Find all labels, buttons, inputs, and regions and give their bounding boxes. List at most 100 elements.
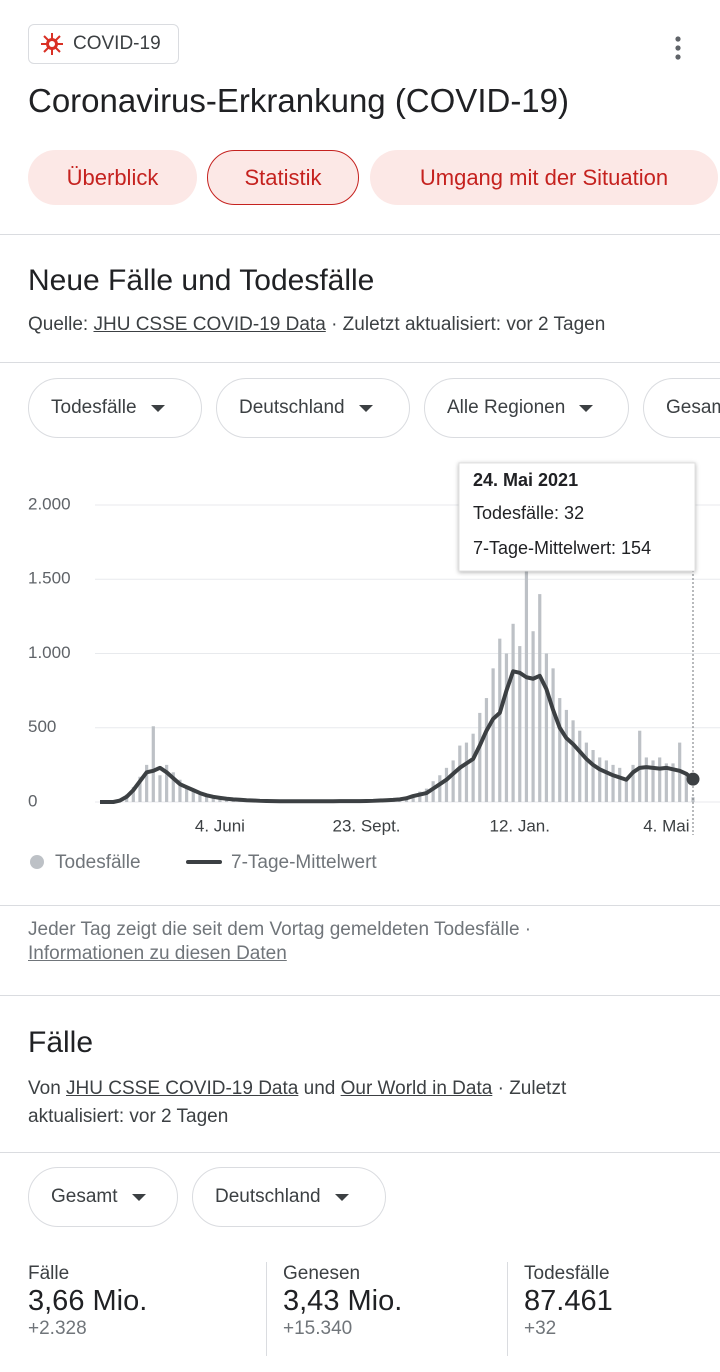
filter-label: Gesamt — [51, 1186, 118, 1207]
bar — [424, 788, 429, 802]
bar — [158, 775, 162, 802]
bar — [471, 733, 475, 802]
tooltip-box — [458, 462, 696, 572]
filter-chip[interactable]: Alle Regionen — [424, 378, 629, 438]
bar — [524, 564, 529, 802]
stat-label: Genesen — [283, 1263, 361, 1284]
stat-delta: +15.340 — [283, 1318, 353, 1339]
source-link[interactable]: Our World in Data — [340, 1078, 493, 1099]
divider — [0, 362, 720, 363]
tooltip-line: 7-Tage-Mittelwert: 154 — [473, 538, 651, 558]
y-tick-label: 0 — [28, 791, 37, 810]
bar — [498, 638, 502, 802]
section-title: Neue Fälle und Todesfälle — [28, 264, 375, 297]
bar — [618, 767, 622, 802]
y-tick-label: 1.500 — [28, 569, 71, 588]
bar — [631, 764, 635, 802]
bar — [451, 760, 455, 802]
bar — [598, 757, 602, 802]
bar — [551, 668, 555, 802]
bar — [564, 709, 569, 802]
chart-note: Jeder Tag zeigt die seit dem Vortag geme… — [28, 919, 532, 940]
stat-value: 3,43 Mio. — [283, 1285, 403, 1317]
bar — [411, 796, 415, 802]
x-tick-label: 4. Juni — [195, 816, 245, 835]
chart: 0 500 1.000 1.500 2.000 4. Juni 23. Sept. 12. J… — [28, 462, 720, 873]
tab[interactable]: Überblick — [28, 150, 197, 205]
legend-swatch — [30, 855, 44, 869]
legend-label: 7-Tage-Mittelwert — [231, 852, 377, 873]
chip-label: COVID-19 — [73, 33, 161, 54]
bar — [558, 698, 562, 802]
bar — [131, 787, 135, 802]
filter-label: Deutschland — [239, 397, 345, 418]
topic-chip[interactable]: COVID-19 — [28, 24, 179, 64]
tab[interactable]: Umgang mit der Situation — [370, 150, 718, 205]
bar — [518, 646, 522, 802]
stat-value: 3,66 Mio. — [28, 1285, 148, 1317]
filter-chip[interactable]: Gesamt — [28, 1167, 178, 1227]
bar — [658, 757, 662, 802]
y-tick-label: 1.000 — [28, 643, 71, 662]
filter-chip[interactable]: Gesamt — [643, 378, 720, 438]
page-title: Coronavirus-Erkrankung (COVID-19) — [28, 82, 570, 119]
legend-label: Todesfälle — [55, 852, 141, 873]
bar — [571, 720, 575, 802]
tab-active[interactable]: Statistik — [207, 150, 359, 205]
source-suffix: · Zuletzt aktualisiert: vor 2 Tagen — [28, 1078, 567, 1127]
x-tick-label: 4. Mai — [643, 816, 689, 835]
bar — [185, 787, 189, 802]
bar — [458, 745, 462, 802]
source-link[interactable]: JHU CSSE COVID-19 Data — [93, 314, 326, 335]
stat-value: 87.461 — [524, 1285, 613, 1317]
bar — [531, 631, 535, 802]
hover-point — [686, 772, 700, 786]
bar — [591, 750, 595, 802]
stat: Fälle 3,66 Mio. +2.328 — [28, 1263, 147, 1340]
source-link[interactable]: JHU CSSE COVID-19 Data — [66, 1078, 299, 1099]
bar — [431, 781, 435, 802]
filter-chip[interactable]: Todesfälle — [28, 378, 202, 438]
source-line: Von JHU CSSE COVID-19 Data und Our World… — [28, 1075, 628, 1131]
source-prefix: Quelle: — [28, 314, 89, 335]
bar — [191, 790, 195, 802]
bar — [578, 730, 582, 802]
bar — [584, 742, 588, 802]
tooltip: 24. Mai 2021 Todesfälle: 32 7-Tage-Mittelw… — [458, 462, 696, 572]
filter-label: Deutschland — [215, 1186, 321, 1207]
divider — [0, 905, 720, 906]
bar — [671, 763, 675, 802]
divider — [0, 1152, 720, 1153]
more-menu[interactable] — [668, 34, 688, 62]
bar — [624, 779, 628, 802]
filter-chip[interactable]: Deutschland — [192, 1167, 386, 1227]
section-title: Fälle — [28, 1026, 94, 1059]
divider — [0, 995, 720, 996]
bar — [544, 653, 549, 802]
stat-delta: +2.328 — [28, 1318, 87, 1339]
bar — [478, 712, 482, 802]
filter-label: Gesamt — [666, 397, 720, 418]
bar — [218, 798, 222, 802]
bar — [491, 668, 495, 802]
info-link[interactable]: Informationen zu diesen Daten — [28, 943, 287, 964]
x-tick-label: 23. Sept. — [332, 816, 400, 835]
bar — [444, 767, 449, 802]
filter-label: Alle Regionen — [447, 397, 566, 418]
source-mid: und — [303, 1078, 336, 1099]
stat: Genesen 3,43 Mio. +15.340 — [283, 1263, 402, 1340]
bar — [418, 791, 422, 802]
bar — [198, 793, 202, 802]
filter-chip[interactable]: Deutschland — [216, 378, 410, 438]
bar — [171, 772, 175, 802]
bar — [178, 779, 182, 802]
divider — [0, 234, 720, 235]
bar — [611, 764, 615, 802]
bar — [644, 757, 648, 802]
y-tick-label: 500 — [28, 717, 56, 736]
tooltip-line: Todesfälle: 32 — [473, 503, 584, 523]
bar — [604, 760, 608, 802]
bar — [438, 775, 442, 802]
bar — [151, 726, 155, 802]
